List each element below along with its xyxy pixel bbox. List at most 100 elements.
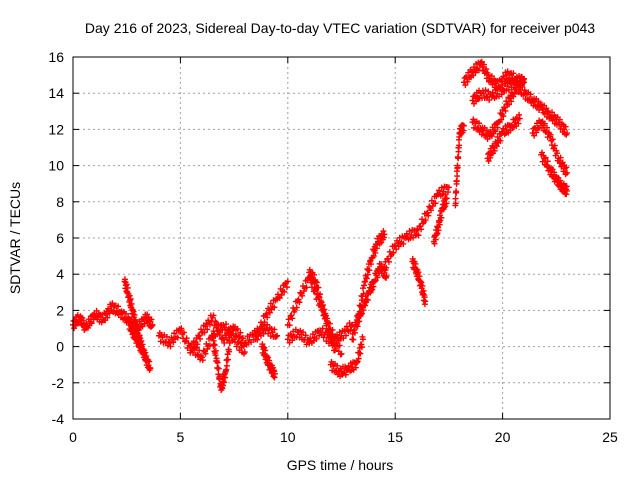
data-point (544, 158, 551, 165)
data-point (557, 177, 564, 184)
data-point (202, 323, 209, 330)
data-point (527, 91, 534, 98)
data-point (271, 304, 278, 311)
data-point (132, 316, 139, 323)
data-point (551, 142, 558, 149)
data-point (167, 343, 174, 350)
y-tick-label: 14 (48, 85, 64, 101)
data-point (319, 325, 326, 332)
data-point (288, 312, 295, 319)
data-point (435, 227, 442, 234)
data-point (129, 322, 136, 329)
data-point (289, 337, 296, 344)
data-point (469, 97, 476, 104)
data-point (123, 281, 130, 288)
data-point (222, 374, 229, 381)
data-point (352, 364, 359, 371)
data-point (122, 310, 129, 317)
y-tick-label: 12 (48, 121, 64, 137)
data-point (360, 307, 367, 314)
data-point (163, 333, 170, 340)
data-point (452, 200, 459, 207)
data-point (146, 358, 153, 365)
data-point (276, 295, 283, 302)
data-point (104, 314, 111, 321)
data-point (317, 291, 324, 298)
data-point (332, 347, 339, 354)
data-point (257, 329, 264, 336)
data-point (197, 335, 204, 342)
data-point (313, 279, 320, 286)
data-point (115, 303, 122, 310)
data-point (516, 86, 523, 93)
data-point (338, 350, 345, 357)
data-point (256, 326, 263, 333)
data-point (418, 279, 425, 286)
data-point (278, 292, 285, 299)
data-point (223, 321, 230, 328)
data-point (419, 282, 426, 289)
data-point (383, 264, 390, 271)
data-point (556, 116, 563, 123)
data-point (128, 300, 135, 307)
data-point (204, 346, 211, 353)
data-point (138, 342, 145, 349)
data-point (233, 343, 240, 350)
data-point (432, 236, 439, 243)
x-tick-label: 5 (177, 429, 185, 445)
data-point (422, 217, 429, 224)
data-point (486, 97, 493, 104)
data-point (321, 306, 328, 313)
data-point (494, 134, 501, 141)
data-point (143, 353, 150, 360)
data-point (362, 302, 369, 309)
data-point (541, 120, 548, 127)
x-tick-label: 10 (280, 429, 296, 445)
data-point (211, 342, 218, 349)
data-point (564, 187, 571, 194)
data-point (237, 329, 244, 336)
data-point (456, 142, 463, 149)
data-point (543, 124, 550, 131)
data-point (265, 354, 272, 361)
data-point (538, 149, 545, 156)
data-point (336, 342, 343, 349)
data-point (241, 349, 248, 356)
data-point (369, 286, 376, 293)
data-point (356, 318, 363, 325)
data-point (264, 314, 271, 321)
data-point (126, 297, 133, 304)
y-tick-label: -4 (52, 411, 65, 427)
data-point (372, 249, 379, 256)
data-point (501, 104, 508, 111)
data-point (311, 271, 318, 278)
chart-title: Day 216 of 2023, Sidereal Day-to-day VTE… (85, 20, 595, 36)
data-point (286, 322, 293, 329)
data-point (454, 173, 461, 180)
data-point (359, 336, 366, 343)
data-point (327, 326, 334, 333)
data-point (124, 284, 131, 291)
data-point (510, 70, 517, 77)
data-point (390, 249, 397, 256)
data-point (460, 122, 467, 129)
data-point (221, 339, 228, 346)
data-point (516, 111, 523, 118)
data-point (542, 154, 549, 161)
data-point (79, 314, 86, 321)
data-point (554, 150, 561, 157)
data-point (130, 308, 137, 315)
data-point (215, 365, 222, 372)
data-point (445, 184, 452, 191)
data-point (285, 316, 292, 323)
x-tick-label: 25 (602, 429, 618, 445)
data-point (254, 336, 261, 343)
data-point (438, 214, 445, 221)
data-point (497, 137, 504, 144)
data-point (473, 98, 480, 105)
data-point (551, 169, 558, 176)
data-point (214, 359, 221, 366)
data-point (204, 326, 211, 333)
data-point (312, 278, 319, 285)
data-point (232, 334, 239, 341)
